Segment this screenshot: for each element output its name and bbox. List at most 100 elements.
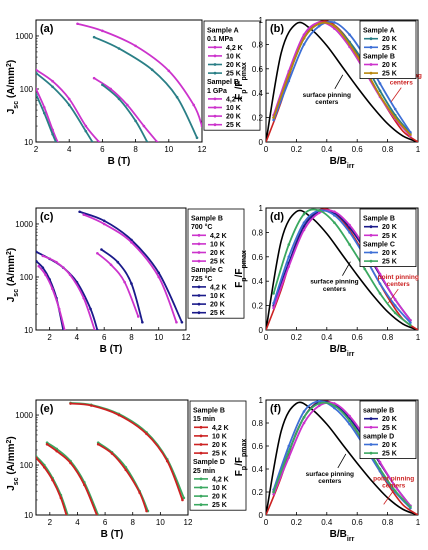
- legend-entry-label: 20 K: [226, 62, 241, 69]
- annotation: centers: [318, 478, 342, 485]
- series-point: [348, 419, 351, 423]
- legend-marker: [369, 251, 373, 254]
- y-label-main: F: [234, 94, 245, 100]
- series-point: [287, 444, 291, 448]
- y-tick-label: 1: [259, 16, 264, 25]
- y-axis-label: Jsc (A/mm2): [6, 60, 20, 115]
- series-point: [36, 250, 38, 253]
- x-tick-label: 1: [416, 333, 421, 342]
- legend-entry-label: 20 K: [226, 114, 241, 121]
- annotation-arrow: [337, 453, 347, 469]
- series-point: [93, 328, 96, 330]
- series-group: [36, 22, 202, 142]
- series-point: [101, 83, 104, 87]
- legend-entry-label: 25 K: [382, 259, 397, 266]
- series-point: [272, 490, 275, 494]
- series-point: [36, 456, 38, 460]
- series-point: [97, 140, 101, 142]
- legend-marker: [197, 233, 201, 237]
- annotation-arrow: [334, 74, 344, 90]
- legend-marker: [213, 54, 217, 58]
- series-point: [51, 85, 54, 89]
- legend-group-title: Sample A: [363, 28, 395, 35]
- series-line: [79, 210, 183, 323]
- x-tick-label: 4: [67, 145, 72, 154]
- x-tick-label: 0.6: [352, 333, 364, 342]
- series-point: [302, 221, 306, 224]
- series-point: [393, 304, 397, 307]
- series-line: [36, 250, 99, 330]
- series-group: [36, 401, 186, 515]
- y-tick-label: 0.6: [252, 442, 264, 451]
- legend-entry-label: 25 K: [210, 259, 225, 266]
- x-label-main: B/B: [330, 344, 347, 355]
- legend-marker: [369, 45, 373, 49]
- y-label-mid: /F: [234, 81, 245, 90]
- legend-marker: [369, 225, 373, 229]
- series-point: [123, 280, 126, 284]
- y-tick-label: 1000: [15, 220, 33, 229]
- legend-entry-label: 4,2 K: [226, 96, 243, 103]
- series-point: [317, 24, 321, 28]
- panel-label: (c): [40, 211, 54, 223]
- legend-group-subtitle: 1 GPa: [207, 88, 227, 95]
- legend-entry-label: 20 K: [382, 442, 397, 449]
- plot-frame: [265, 207, 419, 331]
- series-line: [70, 402, 185, 499]
- series-point: [109, 87, 112, 91]
- legend-group-title: sample D: [363, 433, 394, 440]
- y-tick-label: 0.2: [252, 302, 264, 311]
- y-axis-label: Fp/Fpmax: [234, 62, 248, 100]
- x-tick-label: 0.4: [321, 145, 333, 154]
- annotation: centers: [323, 286, 347, 293]
- series-line: [272, 400, 412, 509]
- legend-entry-label: 25 K: [382, 451, 397, 458]
- y-label-sub: p: [241, 277, 248, 281]
- legend-box: [359, 400, 417, 459]
- series-point: [333, 21, 336, 24]
- legend-entry-label: 20 K: [212, 494, 227, 501]
- series-point: [145, 509, 148, 513]
- series-point: [116, 260, 120, 264]
- x-tick-label: 0.6: [352, 518, 364, 527]
- x-tick-label: 0: [264, 518, 269, 527]
- x-label-main: B/B: [330, 529, 347, 540]
- y-label-sub2: pmax: [241, 250, 248, 268]
- x-label-sub: irr: [347, 163, 355, 170]
- series-point: [130, 282, 133, 285]
- legend-marker: [197, 294, 201, 297]
- series-point: [272, 301, 275, 305]
- legend-entry-label: 25 K: [382, 233, 397, 240]
- series-point: [91, 140, 94, 142]
- y-tick-label: 0.8: [252, 419, 264, 428]
- legend-marker: [369, 259, 373, 263]
- series-point: [117, 47, 121, 50]
- legend-entry-label: 10 K: [226, 53, 241, 60]
- series-point: [69, 461, 72, 465]
- y-tick-label: 0: [259, 326, 264, 335]
- y-label-sub: p: [241, 89, 248, 93]
- series-point: [378, 272, 382, 276]
- y-label-main: F: [234, 282, 245, 288]
- series-point: [333, 406, 336, 410]
- series-point: [393, 311, 397, 315]
- series-line: [272, 209, 412, 324]
- series-point: [54, 140, 58, 142]
- series-point: [89, 404, 93, 407]
- series-point: [36, 259, 38, 263]
- series-point: [302, 212, 306, 216]
- legend-entry-label: 25 K: [382, 45, 397, 52]
- series-point: [302, 33, 306, 36]
- series-point: [180, 320, 184, 324]
- y-label-exp: 2: [6, 251, 13, 255]
- series-point: [142, 124, 146, 128]
- series-point: [117, 413, 121, 417]
- series-point: [302, 43, 306, 46]
- legend-entry-label: 25 K: [382, 425, 397, 432]
- series-point: [317, 400, 321, 403]
- legend-entry-label: 25 K: [212, 502, 227, 509]
- series-point: [393, 107, 397, 111]
- legend-marker: [213, 71, 217, 75]
